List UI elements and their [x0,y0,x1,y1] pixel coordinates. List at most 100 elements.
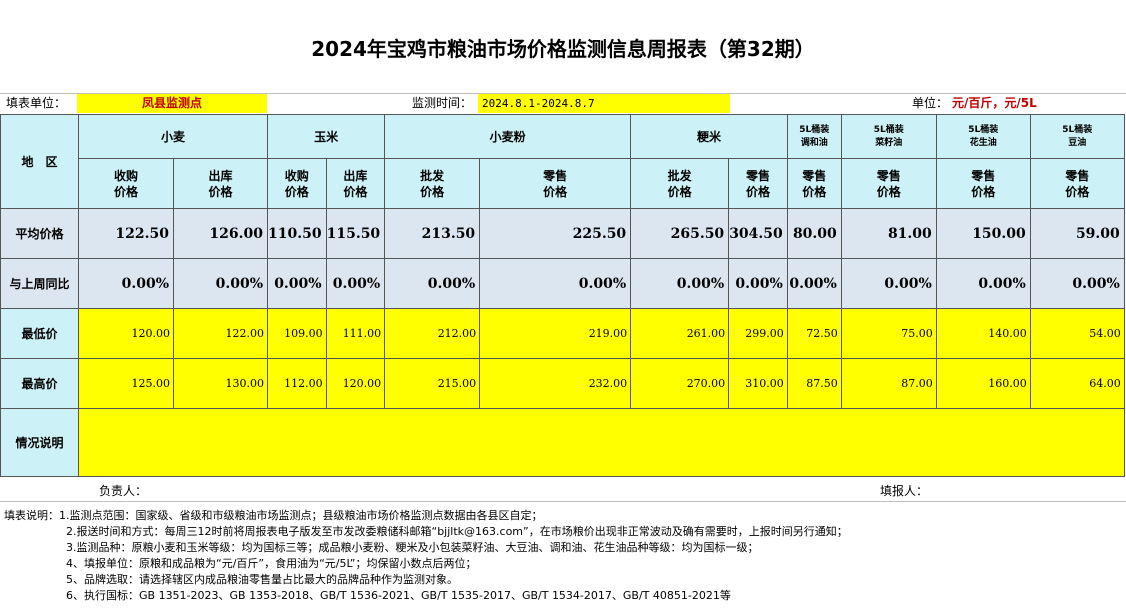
max-price-cell: 125.00 [78,358,174,409]
subheader-cell: 收购 价格 [267,158,327,209]
avg-price-cell: 59.00 [1029,208,1125,259]
min-price-cell: 219.00 [479,308,632,359]
change-cell: 0.00% [1029,258,1125,309]
avg-price-cell: 213.50 [384,208,481,259]
min-price-cell: 140.00 [935,308,1031,359]
note-line: 填表说明：1.监测点范围：国家级、省级和市级粮油市场监测点；县级粮油市场价格监测… [4,509,543,522]
subheader-cell: 出库 价格 [325,158,386,209]
avg-price-cell: 265.50 [630,208,730,259]
flour-header: 小麦粉 [384,114,632,159]
soy-oil-header: 5L桶装 豆油 [1029,114,1125,159]
max-price-cell: 270.00 [630,358,730,409]
subheader-row: 收购 价格 出库 价格 收购 价格 出库 价格 批发 价格 零售 价格 批发 价… [1,158,1125,209]
avg-price-row: 平均价格 122.50 126.00 110.50 115.50 213.50 … [0,208,1125,259]
avg-price-cell: 115.50 [325,208,386,259]
max-price-row: 最高价 125.00 130.00 112.00 120.00 215.00 2… [0,358,1125,409]
avg-price-cell: 110.50 [267,208,327,259]
max-price-cell: 215.00 [384,358,481,409]
max-price-cell: 64.00 [1029,358,1125,409]
report-title: 2024年宝鸡市粮油市场价格监测信息周报表（第32期） [0,0,1126,94]
subheader-cell: 零售 价格 [479,158,632,209]
subheader-cell: 零售 价格 [935,158,1031,209]
min-price-cell: 54.00 [1029,308,1125,359]
info-row: 填表单位： 凤县监测点 监测时间： 2024.8.1-2024.8.7 单位： … [0,94,1126,114]
change-cell: 0.00% [840,258,937,309]
region-header: 地 区 [0,114,79,209]
min-price-cell: 261.00 [630,308,730,359]
subheader-cell: 零售 价格 [786,158,842,209]
subheader-cell: 批发 价格 [384,158,481,209]
max-price-cell: 87.00 [840,358,937,409]
remark-label: 情况说明 [0,408,79,477]
subheader-cell: 零售 价格 [728,158,788,209]
rice-header: 粳米 [630,114,788,159]
fill-unit-value: 凤县监测点 [77,94,267,113]
monitor-time-label: 监测时间： [412,96,473,110]
min-price-cell: 111.00 [325,308,386,359]
avg-price-cell: 126.00 [173,208,268,259]
change-cell: 0.00% [479,258,632,309]
change-cell: 0.00% [786,258,842,309]
max-price-cell: 130.00 [173,358,268,409]
remark-row: 情况说明 [0,408,1125,477]
avg-price-cell: 80.00 [786,208,842,259]
blend-oil-header: 5L桶装 调和油 [786,114,842,159]
subheader-cell: 收购 价格 [78,158,174,209]
price-unit-label: 单位： [912,96,949,110]
responsible-label: 负责人： [99,484,148,498]
subheader-cell: 批发 价格 [630,158,730,209]
min-price-label: 最低价 [0,308,79,359]
max-price-cell: 310.00 [728,358,788,409]
avg-price-cell: 150.00 [935,208,1031,259]
note-line: 2.报送时间和方式：每周三12时前将周报表电子版发至市发改委粮储科邮箱“bjjl… [66,525,848,538]
subheader-cell: 出库 价格 [173,158,268,209]
note-line: 4、填报单位：原粮和成品粮为“元/百斤”，食用油为“元/5L”；均保留小数点后两… [66,557,477,570]
avg-price-cell: 81.00 [840,208,937,259]
corn-header: 玉米 [266,114,386,159]
change-row: 与上周同比 0.00% 0.00% 0.00% 0.00% 0.00% 0.00… [0,258,1125,309]
min-price-cell: 299.00 [728,308,788,359]
avg-price-cell: 304.50 [728,208,788,259]
min-price-cell: 109.00 [267,308,327,359]
note-line: 3.监测品种：原粮小麦和玉米等级：均为国标三等；成品粮小麦粉、粳米及小包装菜籽油… [66,541,759,554]
avg-price-label: 平均价格 [0,208,79,259]
monitor-time-value: 2024.8.1-2024.8.7 [478,94,730,113]
min-price-cell: 122.00 [173,308,268,359]
max-price-cell: 87.50 [786,358,842,409]
change-cell: 0.00% [267,258,327,309]
min-price-cell: 120.00 [78,308,174,359]
peanut-oil-header: 5L桶装 花生油 [935,114,1031,159]
avg-price-cell: 122.50 [78,208,174,259]
min-price-cell: 212.00 [384,308,481,359]
notes-section: 填表说明：1.监测点范围：国家级、省级和市级粮油市场监测点；县级粮油市场价格监测… [0,508,1126,604]
change-cell: 0.00% [325,258,386,309]
change-label: 与上周同比 [0,258,79,309]
max-price-cell: 160.00 [935,358,1031,409]
max-price-cell: 120.00 [325,358,386,409]
min-price-row: 最低价 120.00 122.00 109.00 111.00 212.00 2… [0,308,1125,359]
change-cell: 0.00% [935,258,1031,309]
change-cell: 0.00% [384,258,481,309]
price-table: 地 区 小麦 玉米 小麦粉 粳米 5L桶装 调和油 5L桶装 菜籽油 5L桶装 … [0,114,1125,477]
avg-price-cell: 225.50 [479,208,632,259]
rapeseed-oil-header: 5L桶装 菜籽油 [840,114,937,159]
filler-label: 填报人： [880,484,929,498]
max-price-cell: 112.00 [267,358,327,409]
wheat-header: 小麦 [78,114,268,159]
note-line: 5、品牌选取：请选择辖区内成品粮油零售量占比最大的品牌品种作为监测对象。 [66,573,458,586]
change-cell: 0.00% [78,258,174,309]
remark-cell[interactable] [78,408,1125,477]
change-cell: 0.00% [728,258,788,309]
note-line: 6、执行国标：GB 1351-2023、GB 1353-2018、GB/T 15… [66,589,731,602]
fill-unit-label: 填表单位： [6,96,67,110]
min-price-cell: 72.50 [786,308,842,359]
change-cell: 0.00% [173,258,268,309]
min-price-cell: 75.00 [840,308,937,359]
subheader-cell: 零售 价格 [1029,158,1125,209]
sign-row: 负责人： 填报人： [0,478,1126,502]
subheader-cell: 零售 价格 [840,158,937,209]
max-price-label: 最高价 [0,358,79,409]
change-cell: 0.00% [630,258,730,309]
max-price-cell: 232.00 [479,358,632,409]
price-unit-value: 元/百斤，元/5L [952,96,1037,110]
